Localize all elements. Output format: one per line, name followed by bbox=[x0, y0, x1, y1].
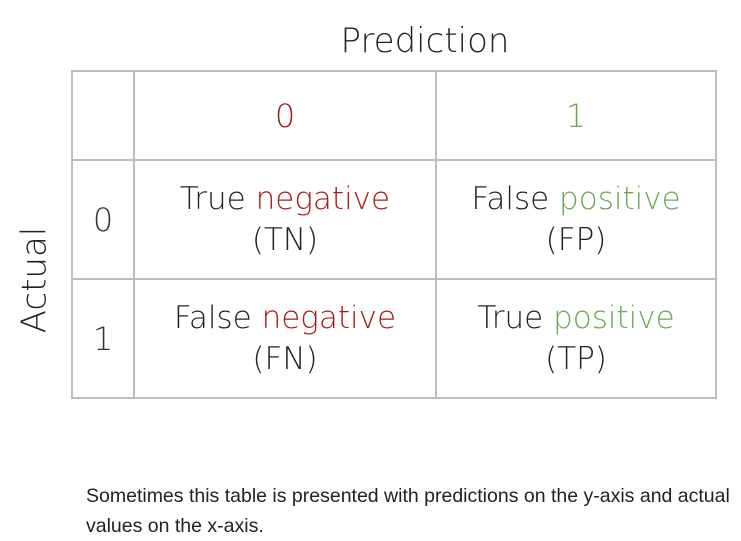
true-negative-word2: negative bbox=[255, 180, 391, 217]
true-positive-word2: positive bbox=[553, 299, 675, 336]
true-negative-word1: True bbox=[179, 180, 246, 217]
matrix-header-row: 0 1 bbox=[71, 70, 717, 161]
false-negative-word1: False bbox=[173, 299, 252, 336]
true-negative-cell: True negative (TN) bbox=[133, 159, 437, 280]
confusion-matrix: 0 1 0 True negative (TN) False positive … bbox=[71, 70, 717, 399]
actual-1-header: 1 bbox=[71, 278, 135, 399]
predicted-1-header: 1 bbox=[435, 70, 717, 161]
actual-axis-label-container: Actual bbox=[6, 162, 62, 398]
true-negative-label: True negative bbox=[135, 179, 435, 220]
actual-1-row: 1 False negative (FN) True positive (TP) bbox=[71, 278, 717, 399]
true-positive-label: True positive bbox=[437, 298, 715, 339]
true-negative-abbr: (TN) bbox=[251, 221, 319, 258]
footnote-text: Sometimes this table is presented with p… bbox=[86, 485, 730, 537]
actual-axis-label: Actual bbox=[14, 226, 55, 334]
true-positive-cell: True positive (TP) bbox=[435, 278, 717, 399]
false-positive-abbr: (FP) bbox=[545, 221, 607, 258]
false-negative-word2: negative bbox=[261, 299, 397, 336]
false-positive-word1: False bbox=[471, 180, 550, 217]
false-positive-word2: positive bbox=[559, 180, 681, 217]
predicted-0-header: 0 bbox=[133, 70, 437, 161]
false-positive-label: False positive bbox=[437, 179, 715, 220]
true-positive-word1: True bbox=[477, 299, 544, 336]
false-positive-cell: False positive (FP) bbox=[435, 159, 717, 280]
matrix-corner-cell bbox=[71, 70, 135, 161]
false-negative-cell: False negative (FN) bbox=[133, 278, 437, 399]
prediction-axis-label: Prediction bbox=[340, 21, 510, 61]
false-negative-abbr: (FN) bbox=[252, 340, 318, 377]
false-negative-label: False negative bbox=[135, 298, 435, 339]
true-positive-abbr: (TP) bbox=[545, 340, 607, 377]
actual-0-header: 0 bbox=[71, 159, 135, 280]
actual-0-row: 0 True negative (TN) False positive (FP) bbox=[71, 159, 717, 280]
